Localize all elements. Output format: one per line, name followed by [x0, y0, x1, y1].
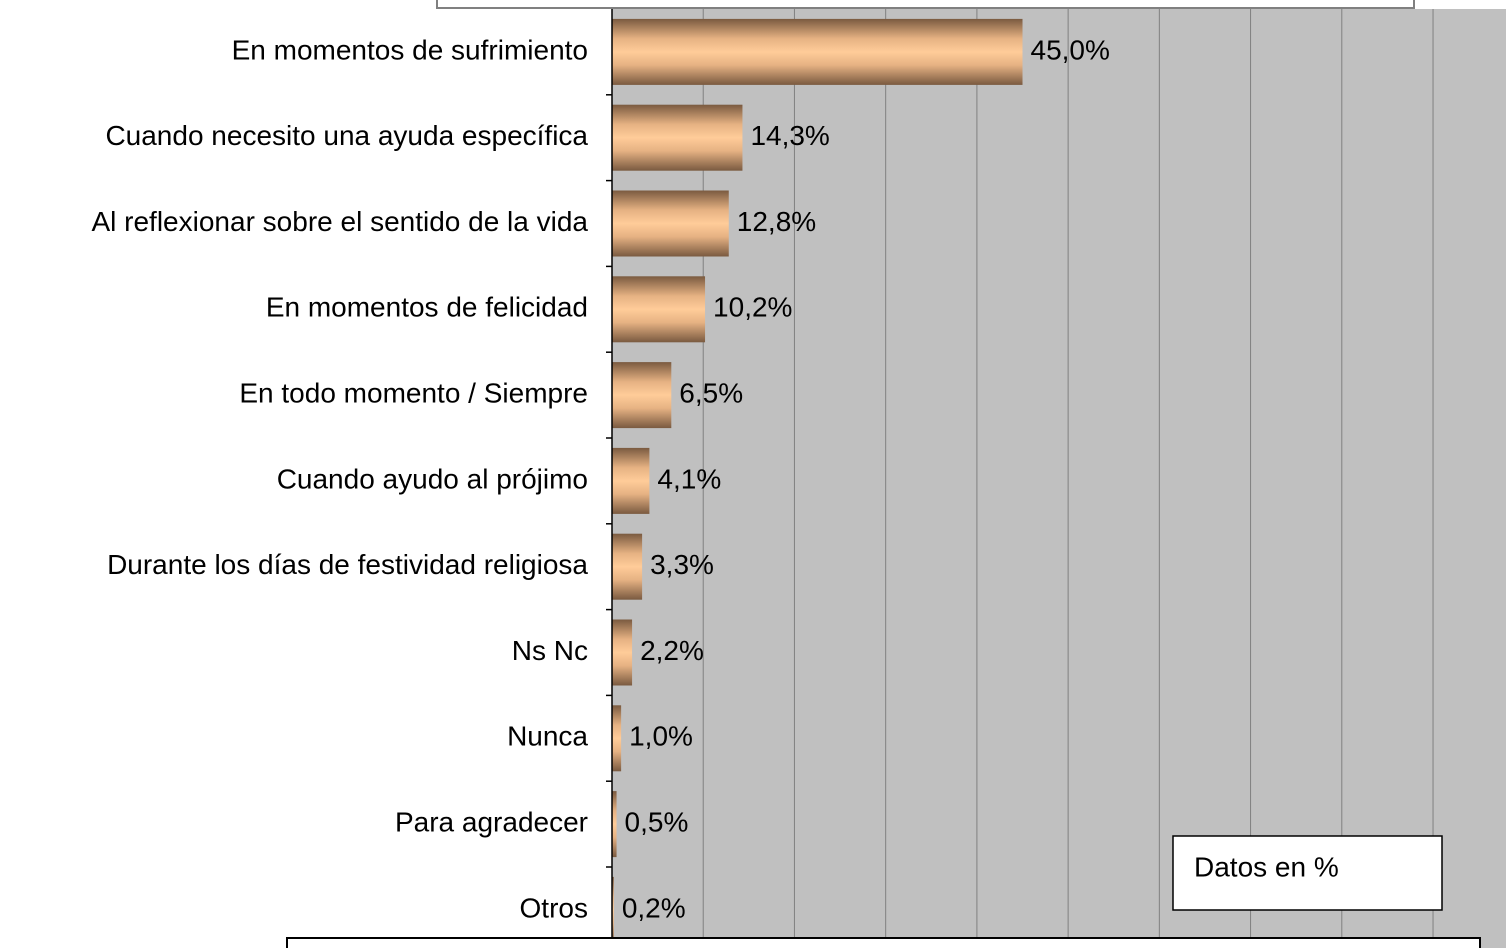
category-label: En momentos de sufrimiento [232, 34, 588, 65]
category-label: Para agradecer [395, 806, 588, 837]
value-label: 14,3% [750, 120, 829, 151]
value-label: 4,1% [657, 463, 721, 494]
category-label: Nunca [507, 721, 588, 752]
bar [612, 619, 633, 686]
value-label: 3,3% [650, 549, 714, 580]
annotation: Datos en % [1194, 851, 1339, 882]
value-label: 12,8% [737, 206, 816, 237]
bar [612, 876, 614, 943]
value-label: 10,2% [713, 292, 792, 323]
footer-box [286, 937, 1481, 948]
value-label: 0,2% [622, 892, 686, 923]
bar [612, 276, 706, 343]
bar [612, 705, 622, 772]
annotation-box [1172, 835, 1443, 911]
category-label: En todo momento / Siempre [239, 377, 588, 408]
category-label: Durante los días de festividad religiosa [107, 549, 588, 580]
value-label: 0,5% [625, 806, 689, 837]
bar [612, 190, 729, 257]
bar [612, 104, 743, 171]
value-label: 1,0% [629, 721, 693, 752]
value-label: 2,2% [640, 635, 704, 666]
category-label: Otros [520, 892, 588, 923]
bar [612, 362, 672, 429]
plot-area [612, 9, 1506, 948]
title-box [436, 0, 1415, 9]
category-label: Ns Nc [512, 635, 588, 666]
category-label: En momentos de felicidad [266, 292, 588, 323]
bar [612, 533, 643, 600]
bar [612, 18, 1023, 85]
category-label: Cuando necesito una ayuda específica [105, 120, 588, 151]
category-label: Al reflexionar sobre el sentido de la vi… [91, 206, 588, 237]
value-label: 6,5% [679, 377, 743, 408]
category-label: Cuando ayudo al prójimo [277, 463, 588, 494]
bar [612, 791, 617, 858]
bar [612, 447, 650, 514]
value-label: 45,0% [1031, 34, 1110, 65]
